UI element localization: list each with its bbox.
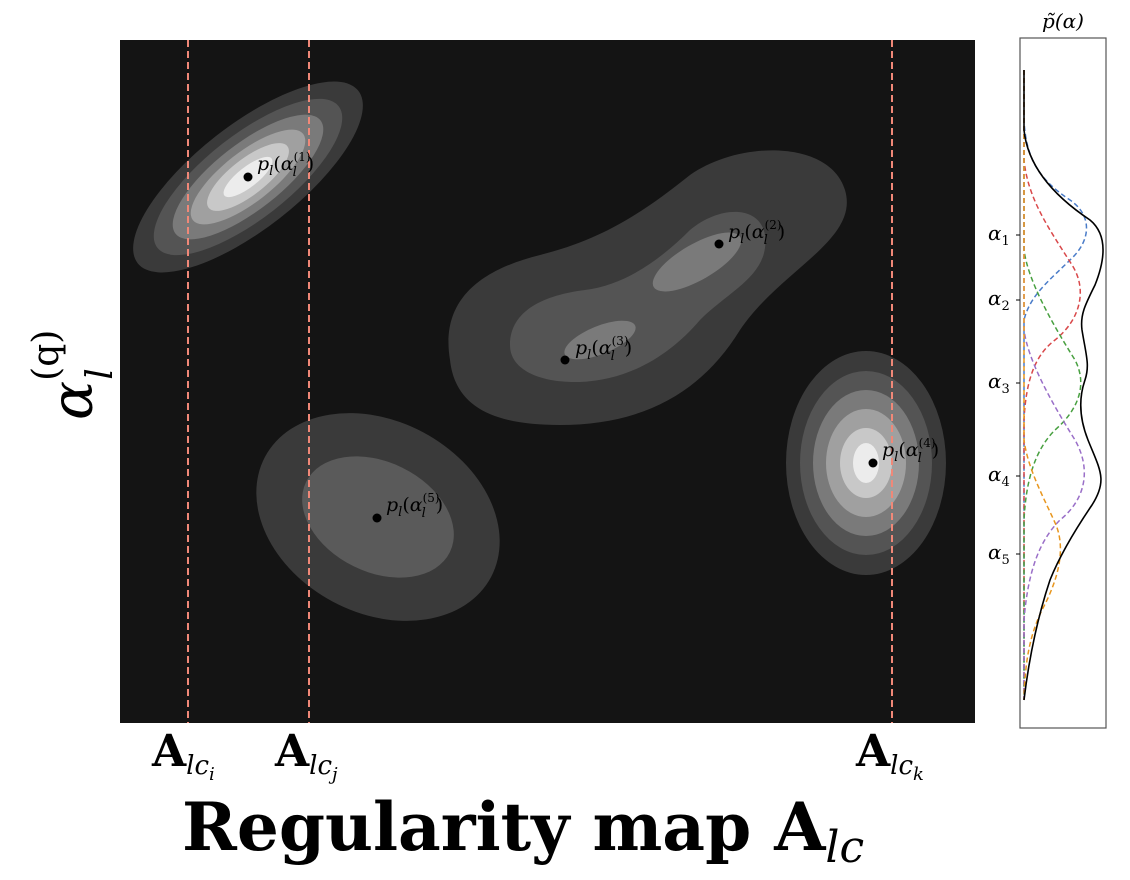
peak-label-1: pl(α(1) l) bbox=[257, 150, 314, 180]
density-blob-2-3 bbox=[448, 150, 847, 425]
peak-label-4: pl(α(4) l) bbox=[882, 436, 939, 466]
peak-marker-4 bbox=[868, 458, 878, 468]
y-axis-label: α(q) l bbox=[26, 330, 121, 420]
mixture-curve bbox=[1023, 70, 1104, 701]
divider-label-k: Alck bbox=[855, 726, 924, 785]
alpha-tick-5: α5 bbox=[988, 540, 1010, 568]
peak-marker-2 bbox=[714, 239, 724, 249]
peak-label-5: pl(α(5) l) bbox=[386, 491, 443, 521]
side-panel-frame bbox=[1019, 37, 1107, 729]
x-axis-label: Regularity map Alc bbox=[182, 788, 864, 873]
component-curve-2 bbox=[1023, 70, 1081, 700]
side-panel-title: p̃(α) bbox=[1042, 9, 1084, 33]
peak-marker-3 bbox=[560, 355, 570, 365]
regularity-map: pl(α(1) l) pl(α(2) l) pl(α(3) l) pl(α(4) l) … bbox=[120, 40, 975, 723]
peak-label-3: pl(α(3) l) bbox=[575, 334, 632, 364]
svg-text:α(q)l: α(q) l bbox=[26, 330, 121, 420]
component-curve-5 bbox=[1023, 70, 1062, 701]
divider-label-j: Alcj bbox=[274, 726, 338, 785]
peak-marker-1 bbox=[243, 172, 253, 182]
alpha-tick-4: α4 bbox=[988, 462, 1010, 490]
peak-label-2: pl(α(2) l) bbox=[728, 218, 785, 248]
divider-label-i: Alci bbox=[151, 726, 215, 785]
side-density-panel: p̃(α) α1 α2 α3 α4 α5 bbox=[988, 9, 1107, 729]
alpha-tick-1: α1 bbox=[988, 221, 1010, 249]
peak-marker-5 bbox=[372, 513, 382, 523]
alpha-tick-3: α3 bbox=[988, 369, 1010, 397]
component-curve-4 bbox=[1023, 70, 1086, 700]
alpha-tick-2: α2 bbox=[988, 286, 1010, 314]
density-blob-4 bbox=[786, 351, 946, 575]
